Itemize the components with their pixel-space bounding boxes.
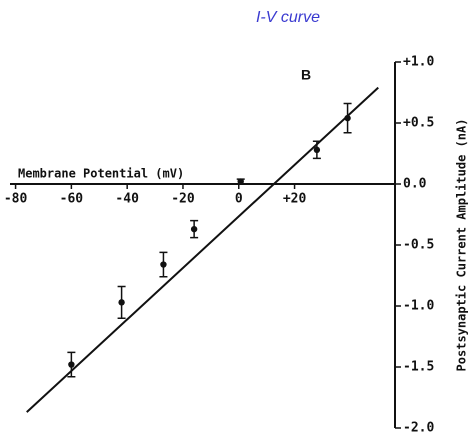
y-axis-title: Postsynaptic Current Amplitude (nA): [455, 119, 469, 372]
x-tick-label: 0: [235, 192, 243, 207]
chart-title: I-V curve: [256, 9, 320, 26]
y-tick-label: +1.0: [403, 55, 434, 70]
y-tick-label: -1.0: [403, 299, 434, 314]
x-tick-label: -20: [171, 192, 195, 207]
x-tick-label: -60: [60, 192, 84, 207]
data-point: [68, 361, 75, 368]
panel-label: B: [301, 67, 311, 83]
data-point: [344, 114, 351, 122]
x-tick-label: -40: [115, 192, 139, 207]
y-tick-label: 0.0: [403, 177, 427, 192]
y-tick-label: -2.0: [403, 421, 434, 436]
data-point: [237, 178, 244, 185]
x-tick-label: -80: [4, 192, 28, 207]
data-point: [118, 299, 125, 306]
data-point: [313, 146, 321, 154]
y-tick-label: -1.5: [403, 360, 434, 375]
data-point: [190, 225, 198, 233]
fit-line: [26, 86, 379, 413]
x-axis-title: Membrane Potential (mV): [18, 167, 184, 181]
y-tick-label: +0.5: [403, 116, 434, 131]
y-tick-label: -0.5: [403, 238, 434, 253]
x-tick-label: +20: [283, 192, 307, 207]
data-point: [160, 261, 167, 268]
